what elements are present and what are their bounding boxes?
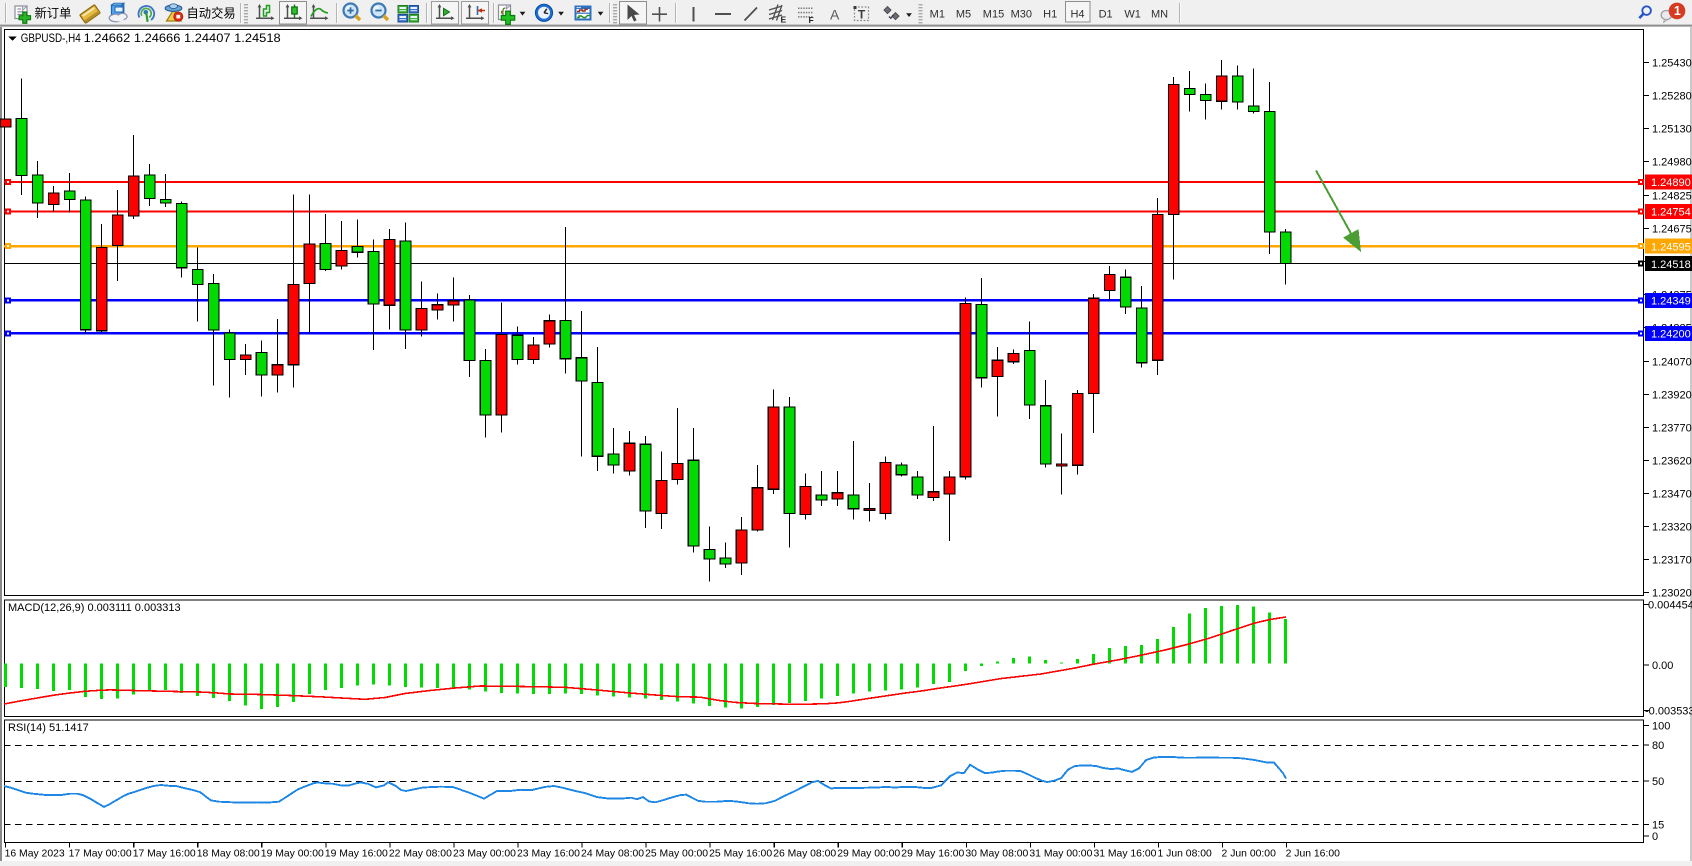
svg-text:1.24200: 1.24200 — [1651, 329, 1691, 341]
svg-text:1.24890: 1.24890 — [1651, 177, 1691, 189]
svg-text:1: 1 — [1674, 4, 1681, 18]
svg-text:M15: M15 — [983, 9, 1004, 21]
svg-text:23 May 16:00: 23 May 16:00 — [517, 849, 580, 860]
svg-text:1.24754: 1.24754 — [1651, 207, 1691, 219]
svg-text:30 May 08:00: 30 May 08:00 — [965, 849, 1028, 860]
svg-text:T: T — [858, 8, 866, 22]
svg-text:1.25280: 1.25280 — [1652, 91, 1692, 103]
svg-text:1.25130: 1.25130 — [1652, 124, 1692, 136]
svg-text:1.23770: 1.23770 — [1652, 423, 1692, 435]
svg-text:M1: M1 — [930, 9, 945, 21]
svg-text:0: 0 — [1652, 831, 1658, 843]
svg-text:H4: H4 — [1070, 9, 1084, 21]
svg-text:新订单: 新订单 — [35, 6, 72, 21]
svg-text:1.24675: 1.24675 — [1652, 224, 1692, 236]
svg-text:M30: M30 — [1011, 9, 1032, 21]
svg-text:0.004454: 0.004454 — [1648, 600, 1692, 612]
svg-text:M5: M5 — [956, 9, 971, 21]
svg-text:31 May 16:00: 31 May 16:00 — [1093, 849, 1156, 860]
svg-text:1.23320: 1.23320 — [1652, 522, 1692, 534]
svg-text:1.24825: 1.24825 — [1652, 191, 1692, 203]
svg-text:0.00: 0.00 — [1652, 660, 1673, 672]
svg-text:1.23020: 1.23020 — [1652, 588, 1692, 600]
svg-text:2 Jun 16:00: 2 Jun 16:00 — [1286, 849, 1341, 860]
svg-text:H1: H1 — [1043, 9, 1057, 21]
svg-text:18 May 08:00: 18 May 08:00 — [197, 849, 260, 860]
svg-text:29 May 16:00: 29 May 16:00 — [901, 849, 964, 860]
svg-text:GBPUSD-,H4: GBPUSD-,H4 — [21, 32, 81, 45]
svg-text:1.24662 1.24666 1.24407 1.2451: 1.24662 1.24666 1.24407 1.24518 — [84, 32, 281, 45]
svg-text:17 May 00:00: 17 May 00:00 — [69, 849, 132, 860]
svg-text:1 Jun 08:00: 1 Jun 08:00 — [1158, 849, 1213, 860]
svg-text:2 Jun 00:00: 2 Jun 00:00 — [1222, 849, 1277, 860]
svg-text:22 May 08:00: 22 May 08:00 — [389, 849, 452, 860]
svg-text:MN: MN — [1151, 9, 1168, 21]
svg-text:1.24070: 1.24070 — [1652, 357, 1692, 369]
svg-text:24 May 08:00: 24 May 08:00 — [581, 849, 644, 860]
svg-text:D1: D1 — [1099, 9, 1113, 21]
svg-text:自动交易: 自动交易 — [187, 6, 236, 21]
svg-text:25 May 16:00: 25 May 16:00 — [709, 849, 772, 860]
svg-text:MACD(12,26,9) 0.003111 0.00331: MACD(12,26,9) 0.003111 0.003313 — [8, 602, 181, 614]
svg-text:19 May 00:00: 19 May 00:00 — [261, 849, 324, 860]
svg-text:15: 15 — [1652, 820, 1664, 832]
svg-text:1.23920: 1.23920 — [1652, 390, 1692, 402]
svg-text:1.23470: 1.23470 — [1652, 489, 1692, 501]
svg-text:A: A — [830, 7, 840, 23]
svg-text:29 May 00:00: 29 May 00:00 — [837, 849, 900, 860]
svg-text:31 May 00:00: 31 May 00:00 — [1029, 849, 1092, 860]
svg-text:E: E — [781, 15, 787, 25]
svg-text:19 May 16:00: 19 May 16:00 — [325, 849, 388, 860]
svg-text:80: 80 — [1652, 740, 1664, 752]
svg-text:1.25430: 1.25430 — [1652, 58, 1692, 70]
svg-text:50: 50 — [1652, 776, 1664, 788]
svg-text:1.24349: 1.24349 — [1651, 296, 1691, 308]
svg-text:1.24518: 1.24518 — [1651, 259, 1691, 271]
svg-text:RSI(14) 51.1417: RSI(14) 51.1417 — [8, 722, 89, 734]
svg-text:26 May 08:00: 26 May 08:00 — [773, 849, 836, 860]
svg-text:F: F — [809, 15, 814, 25]
svg-text:25 May 00:00: 25 May 00:00 — [645, 849, 708, 860]
svg-text:1.24980: 1.24980 — [1652, 157, 1692, 169]
svg-text:-0.003533: -0.003533 — [1645, 706, 1692, 718]
svg-text:1.24595: 1.24595 — [1651, 241, 1691, 253]
svg-text:23 May 00:00: 23 May 00:00 — [453, 849, 516, 860]
svg-text:1.23620: 1.23620 — [1652, 456, 1692, 468]
svg-text:1.23170: 1.23170 — [1652, 555, 1692, 567]
svg-text:W1: W1 — [1124, 9, 1141, 21]
svg-text:17 May 16:00: 17 May 16:00 — [133, 849, 196, 860]
svg-text:100: 100 — [1652, 721, 1670, 733]
svg-text:16 May 2023: 16 May 2023 — [5, 849, 65, 860]
